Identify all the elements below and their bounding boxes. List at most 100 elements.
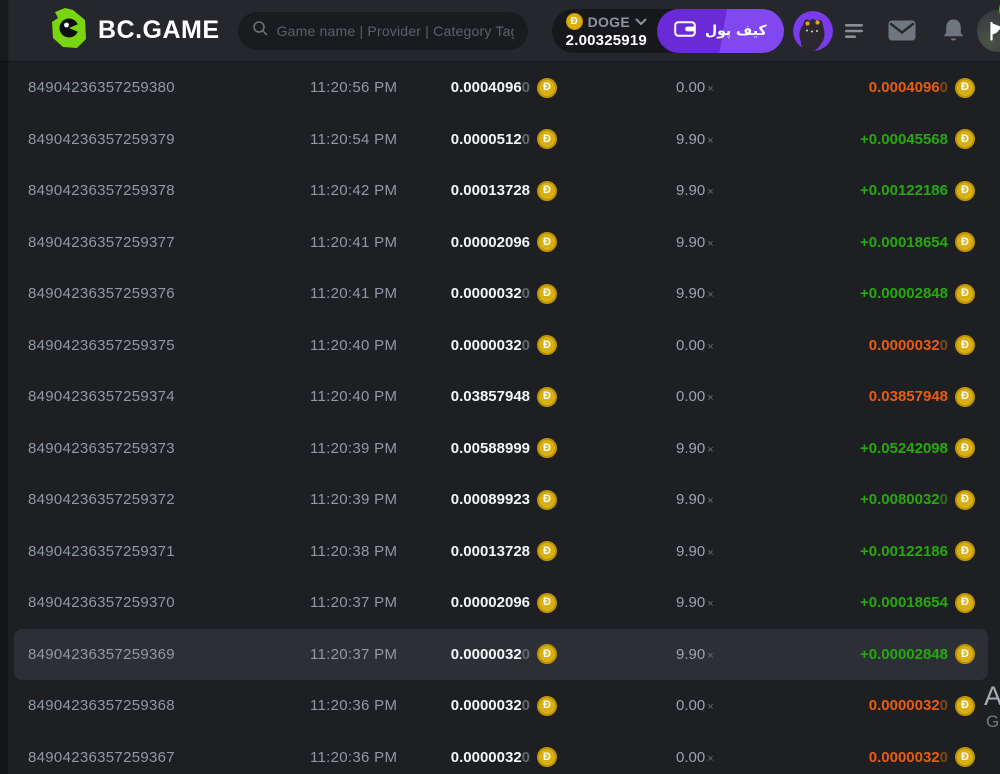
doge-coin-icon: Đ: [537, 232, 557, 253]
bet-profit: +0.00800320 Đ: [756, 489, 975, 510]
brand-logo[interactable]: BC.GAME: [50, 7, 220, 54]
doge-coin-icon: Đ: [955, 489, 975, 510]
balance-pill: Đ DOGE 2.00325919 کیف پول: [551, 8, 784, 53]
bet-profit: +0.00002848 Đ: [756, 283, 975, 304]
avatar[interactable]: [792, 10, 833, 51]
doge-coin-icon: Đ: [955, 644, 975, 665]
bet-id: 84904236357259373: [28, 439, 175, 457]
bet-row[interactable]: 84904236357259375 11:20:40 PM 0.00000320…: [0, 320, 1000, 372]
bet-row[interactable]: 84904236357259373 11:20:39 PM 0.00588999…: [0, 423, 1000, 475]
bet-amount: 0.00040960 Đ: [417, 77, 557, 98]
bet-row[interactable]: 84904236357259372 11:20:39 PM 0.00089923…: [0, 474, 1000, 526]
bet-profit: 0.00000320 Đ: [756, 695, 975, 716]
doge-coin-icon: Đ: [537, 541, 557, 562]
doge-coin-icon: Đ: [955, 541, 975, 562]
chat-toggle[interactable]: 36: [976, 0, 1000, 52]
bet-amount: 0.00000320 Đ: [417, 747, 557, 768]
bet-row[interactable]: 84904236357259380 11:20:56 PM 0.00040960…: [0, 62, 1000, 114]
bet-history-table: 84904236357259380 11:20:56 PM 0.00040960…: [0, 62, 1000, 774]
bet-time: 11:20:54 PM: [310, 130, 398, 148]
bet-multiplier: 9.90 ×: [676, 233, 714, 251]
bet-amount: 0.00000320 Đ: [417, 283, 557, 304]
bet-time: 11:20:41 PM: [310, 285, 398, 303]
bet-amount: 0.00005120 Đ: [417, 129, 557, 150]
bet-id: 84904236357259369: [28, 645, 175, 663]
doge-coin-icon: Đ: [537, 438, 557, 459]
doge-coin-icon: Đ: [955, 77, 975, 98]
doge-coin-icon: Đ: [955, 592, 975, 613]
bet-profit: 0.00000320 Đ: [756, 335, 975, 356]
doge-coin-icon: Đ: [955, 129, 975, 150]
brand-title: BC.GAME: [98, 16, 220, 44]
bet-profit: +0.00122186 Đ: [756, 541, 975, 562]
bet-id: 84904236357259368: [28, 697, 175, 715]
wallet-button[interactable]: کیف پول: [657, 8, 784, 53]
wallet-balance: 2.00325919: [565, 31, 647, 49]
bet-multiplier: 9.90 ×: [676, 285, 714, 303]
bet-amount: 0.00000320 Đ: [417, 644, 557, 665]
bet-multiplier: 9.90 ×: [676, 542, 714, 560]
chat-flag-icon[interactable]: [976, 9, 1000, 52]
left-edge-strip: [0, 0, 9, 774]
bet-multiplier: 9.90 ×: [676, 439, 714, 457]
bet-multiplier: 0.00 ×: [676, 697, 714, 715]
bet-row[interactable]: 84904236357259376 11:20:41 PM 0.00000320…: [0, 268, 1000, 320]
bet-id: 84904236357259380: [28, 79, 175, 97]
bet-multiplier: 0.00 ×: [676, 79, 714, 97]
bet-amount: 0.00002096 Đ: [417, 592, 557, 613]
currency-code: DOGE: [587, 13, 630, 30]
bet-time: 11:20:56 PM: [310, 79, 398, 97]
bet-id: 84904236357259371: [28, 542, 175, 560]
bet-row[interactable]: 84904236357259377 11:20:41 PM 0.00002096…: [0, 217, 1000, 269]
bet-id: 84904236357259379: [28, 130, 175, 148]
bet-row[interactable]: 84904236357259370 11:20:37 PM 0.00002096…: [0, 577, 1000, 629]
currency-selector[interactable]: Đ DOGE 2.00325919: [552, 13, 657, 49]
bet-amount: 0.03857948 Đ: [417, 386, 557, 407]
bet-row[interactable]: 84904236357259374 11:20:40 PM 0.03857948…: [0, 371, 1000, 423]
bet-profit: +0.00045568 Đ: [756, 129, 975, 150]
bet-row[interactable]: 84904236357259368 11:20:36 PM 0.00000320…: [0, 680, 1000, 732]
doge-coin-icon: Đ: [537, 644, 557, 665]
bet-id: 84904236357259370: [28, 594, 175, 612]
bet-amount: 0.00089923 Đ: [417, 489, 557, 510]
bet-time: 11:20:40 PM: [310, 336, 398, 354]
bet-amount: 0.00000320 Đ: [417, 335, 557, 356]
bet-time: 11:20:37 PM: [310, 594, 398, 612]
bet-profit: +0.00018654 Đ: [756, 232, 975, 253]
bet-id: 84904236357259375: [28, 336, 175, 354]
bet-profit: +0.00002848 Đ: [756, 644, 975, 665]
bet-time: 11:20:42 PM: [310, 182, 398, 200]
bet-amount: 0.00013728 Đ: [417, 180, 557, 201]
doge-coin-icon: Đ: [537, 695, 557, 716]
bet-row[interactable]: 84904236357259369 11:20:37 PM 0.00000320…: [0, 628, 1000, 681]
bet-row[interactable]: 84904236357259379 11:20:54 PM 0.00005120…: [0, 114, 1000, 166]
bet-id: 84904236357259367: [28, 748, 175, 766]
bet-row[interactable]: 84904236357259367 11:20:36 PM 0.00000320…: [0, 732, 1000, 774]
bet-time: 11:20:36 PM: [310, 697, 398, 715]
wallet-button-label: کیف پول: [705, 22, 767, 39]
search-input[interactable]: [276, 22, 514, 39]
doge-coin-icon: Đ: [955, 695, 975, 716]
clipped-overlay-text-top: A: [984, 681, 1000, 711]
bet-row[interactable]: 84904236357259371 11:20:38 PM 0.00013728…: [0, 526, 1000, 578]
bet-time: 11:20:37 PM: [310, 645, 398, 663]
mail-icon[interactable]: [888, 20, 916, 41]
doge-coin-icon: Đ: [537, 77, 557, 98]
doge-coin-icon: Đ: [537, 747, 557, 768]
bet-id: 84904236357259372: [28, 491, 175, 509]
bet-multiplier: 9.90 ×: [676, 594, 714, 612]
bet-profit: +0.00018654 Đ: [756, 592, 975, 613]
doge-coin-icon: Đ: [955, 180, 975, 201]
bet-time: 11:20:36 PM: [310, 748, 398, 766]
bet-list-icon[interactable]: [844, 23, 864, 39]
bell-icon[interactable]: [942, 18, 965, 43]
bet-multiplier: 0.00 ×: [676, 388, 714, 406]
bet-amount: 0.00002096 Đ: [417, 232, 557, 253]
doge-coin-icon: Đ: [537, 180, 557, 201]
bet-row[interactable]: 84904236357259378 11:20:42 PM 0.00013728…: [0, 165, 1000, 217]
bet-multiplier: 0.00 ×: [676, 336, 714, 354]
bet-multiplier: 0.00 ×: [676, 748, 714, 766]
doge-coin-icon: Đ: [565, 13, 583, 30]
game-search[interactable]: [237, 11, 528, 50]
doge-coin-icon: Đ: [955, 283, 975, 304]
